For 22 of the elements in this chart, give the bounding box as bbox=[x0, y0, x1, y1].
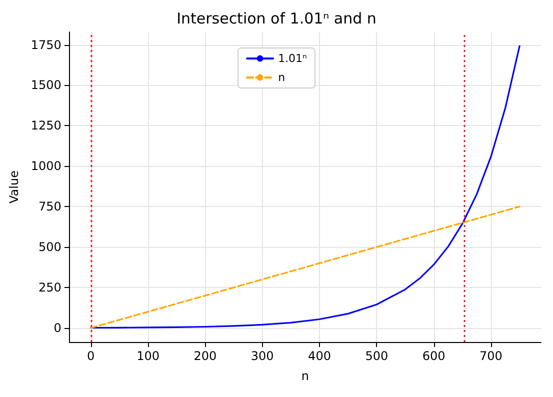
y-tick-label: 1250 bbox=[30, 118, 62, 133]
x-tick-label: 500 bbox=[365, 349, 388, 363]
x-tick-label: 100 bbox=[136, 349, 160, 363]
legend-label: n bbox=[278, 71, 286, 84]
legend-label: 1.01ⁿ bbox=[278, 52, 307, 65]
x-tick-label: 0 bbox=[87, 349, 95, 363]
x-axis-title: n bbox=[301, 369, 310, 383]
chart-title: Intersection of 1.01ⁿ and n bbox=[176, 10, 376, 28]
x-tick-label: 700 bbox=[480, 349, 502, 363]
x-tick-label: 400 bbox=[308, 349, 331, 363]
y-tick-label: 500 bbox=[38, 240, 62, 254]
x-tick-label: 300 bbox=[250, 349, 274, 363]
x-tick-label: 200 bbox=[194, 349, 217, 363]
y-axis-title: Value bbox=[7, 170, 21, 204]
line-series bbox=[90, 45, 520, 329]
y-tick-label: 750 bbox=[38, 200, 62, 214]
y-tick-label: 250 bbox=[38, 280, 62, 294]
y-tick-label: 1000 bbox=[30, 159, 62, 174]
y-tick-label: 1750 bbox=[30, 38, 62, 52]
x-tick-label: 600 bbox=[422, 349, 446, 363]
y-tick-label: 1500 bbox=[30, 78, 62, 92]
y-tick-label: 0 bbox=[54, 320, 62, 335]
